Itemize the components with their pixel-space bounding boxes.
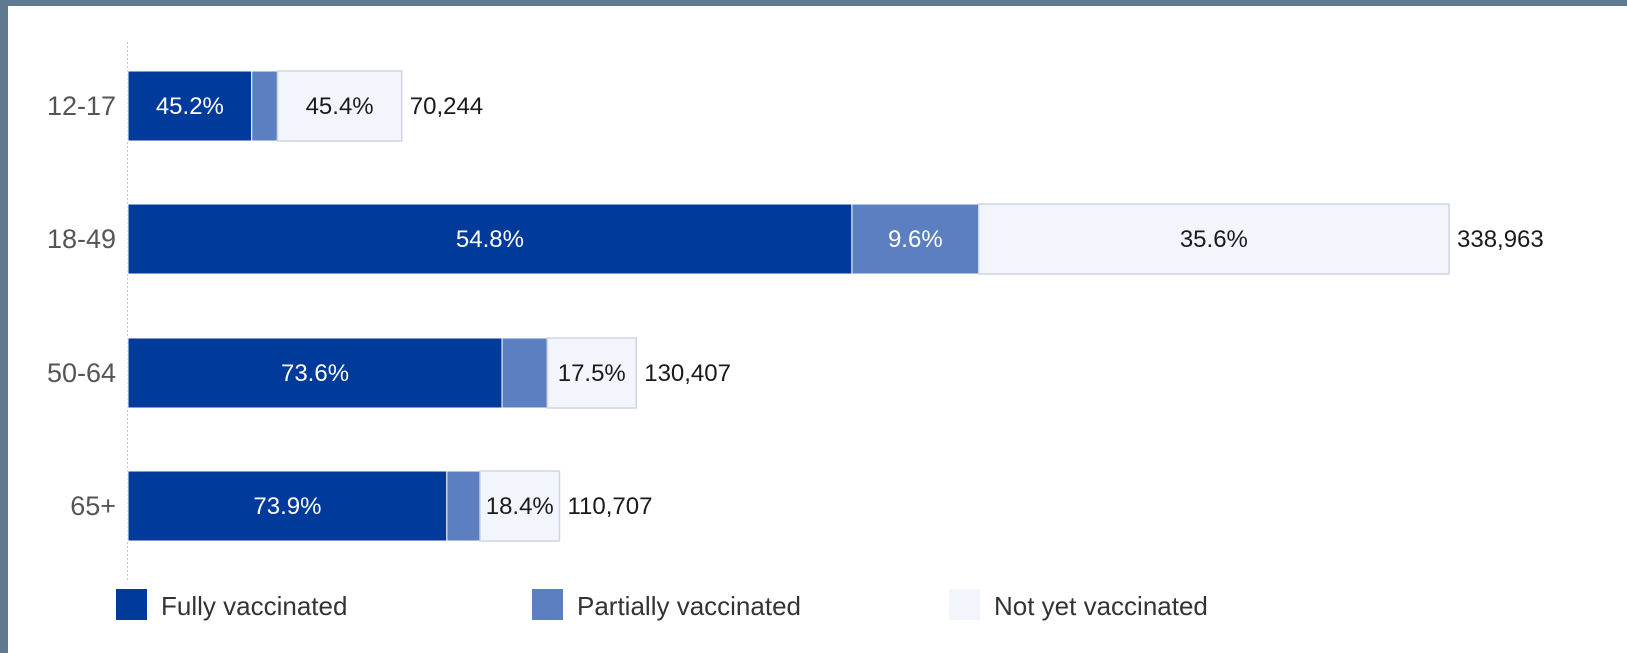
legend-label: Not yet vaccinated [994,591,1208,621]
data-label: 73.9% [253,493,321,520]
category-label: 50-64 [47,358,116,388]
total-label: 338,963 [1457,226,1544,253]
bar-segment-fully-vaccinated [127,470,448,542]
data-label: 45.4% [306,93,374,120]
bar-row-12-17: 12-17 45.2% 45.4% 70,244 [47,70,483,142]
bar-segment-fully-vaccinated [127,337,503,409]
chart-frame: 12-17 45.2% 45.4% 70,244 18-49 54.8% 9.6% 35.6%… [8,6,1627,653]
legend-swatch [949,589,980,620]
data-label: 54.8% [456,226,524,253]
total-label: 110,707 [567,493,652,520]
data-label: 73.6% [281,360,349,387]
bar-segment-fully-vaccinated [127,203,853,275]
category-label: 12-17 [47,91,116,121]
bar-segment-not-yet-vaccinated [276,70,403,142]
bar-row-65+: 65+ 73.9% 18.4% 110,707 [70,470,652,542]
bar-segment-partially-vaccinated [501,337,548,409]
bar-segment-not-yet-vaccinated [546,337,637,409]
data-label: 18.4% [486,493,554,520]
bar-segment-not-yet-vaccinated [479,470,561,542]
data-label: 45.2% [156,93,224,120]
data-label: 9.6% [888,226,943,253]
data-label: 35.6% [1180,226,1248,253]
legend-swatch [116,589,147,620]
bar-segment-fully-vaccinated [127,70,253,142]
total-label: 70,244 [410,93,483,120]
legend-item: Fully vaccinated [116,589,347,621]
vaccination-chart: 12-17 45.2% 45.4% 70,244 18-49 54.8% 9.6% 35.6%… [47,42,1544,621]
category-label: 65+ [70,491,116,521]
bar-row-18-49: 18-49 54.8% 9.6% 35.6% 338,963 [47,203,1544,275]
category-label: 18-49 [47,224,116,254]
bar-row-50-64: 50-64 73.6% 17.5% 130,407 [47,337,731,409]
legend-item: Not yet vaccinated [949,589,1208,621]
legend-label: Partially vaccinated [577,591,801,621]
legend-swatch [532,589,563,620]
data-label: 17.5% [558,360,626,387]
bar-segment-not-yet-vaccinated [977,203,1450,275]
legend-item: Partially vaccinated [532,589,801,621]
bars-layer: 12-17 45.2% 45.4% 70,244 18-49 54.8% 9.6% 35.6%… [47,70,1544,542]
legend: Fully vaccinated Partially vaccinated Not … [116,589,1208,621]
bar-segment-partially-vaccinated [251,70,278,142]
legend-label: Fully vaccinated [161,591,347,621]
bar-segment-partially-vaccinated [446,470,481,542]
total-label: 130,407 [644,360,731,387]
